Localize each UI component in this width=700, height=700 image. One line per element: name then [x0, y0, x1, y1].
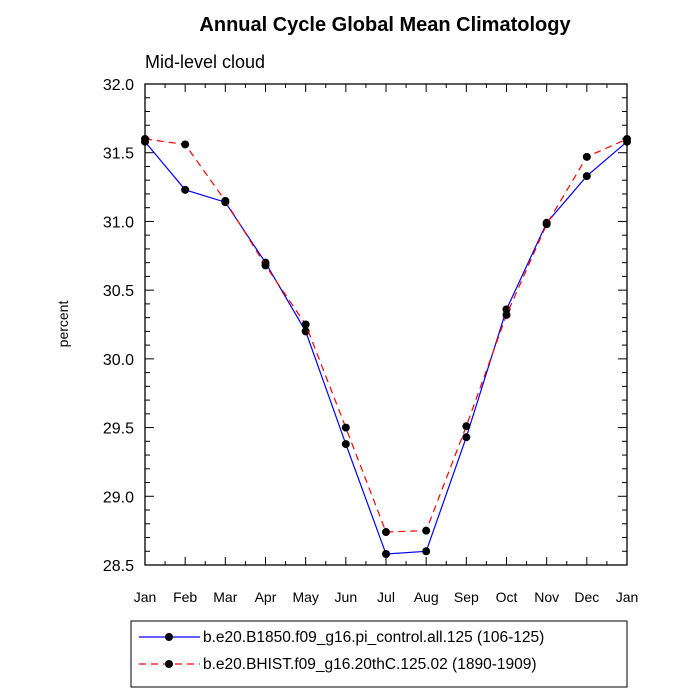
series-line-1 — [144, 141, 628, 555]
y-tick-label: 31.0 — [103, 214, 134, 231]
series-1-point — [301, 327, 310, 336]
x-tick-label: Jan — [616, 589, 639, 605]
chart-subtitle: Mid-level cloud — [145, 52, 265, 72]
series-1-point — [582, 172, 591, 181]
series-2-point — [221, 196, 230, 205]
legend-marker-1 — [165, 633, 173, 641]
x-tick-label: Sep — [454, 589, 479, 605]
series-2-point — [261, 261, 270, 270]
x-tick-label: Jul — [377, 589, 395, 605]
ticks-layer: Jan Feb Mar Apr May Jun Jul Aug Sep Oct Nov Dec Jan2… — [103, 77, 638, 605]
x-tick-label: Jan — [134, 589, 157, 605]
x-tick-label: May — [292, 589, 318, 605]
y-tick-label: 29.5 — [103, 421, 134, 438]
series-1-point — [382, 550, 390, 559]
series-layer — [141, 134, 631, 559]
series-2-point — [382, 528, 390, 537]
y-axis-label: percent — [55, 301, 71, 348]
legend-marker-2 — [165, 660, 173, 668]
y-tick-label: 28.5 — [103, 558, 134, 575]
x-tick-label: Jun — [335, 589, 358, 605]
series-2-point — [502, 310, 511, 319]
series-2-point — [623, 134, 631, 143]
chart-title: Annual Cycle Global Mean Climatology — [199, 14, 571, 36]
x-tick-label: Feb — [173, 589, 197, 605]
x-tick-label: Apr — [255, 589, 277, 605]
series-2-point — [582, 152, 591, 161]
x-tick-label: Nov — [534, 589, 559, 605]
series-2-point — [141, 134, 149, 143]
y-tick-label: 31.5 — [103, 146, 134, 163]
x-tick-label: Mar — [213, 589, 237, 605]
series-1-point — [422, 547, 431, 556]
series-1-point — [462, 433, 471, 442]
legend-box — [130, 620, 628, 688]
series-1-point — [502, 305, 511, 314]
series-2-point — [542, 220, 551, 229]
series-1-point — [341, 440, 350, 449]
series-line-2 — [144, 138, 628, 533]
y-tick-label: 29.0 — [103, 489, 134, 506]
y-tick-label: 30.0 — [103, 352, 134, 369]
legend: b.e20.B1850.f09_g16.pi_control.all.125 (… — [139, 629, 544, 673]
x-tick-label: Oct — [496, 589, 518, 605]
x-tick-label: Dec — [574, 589, 599, 605]
y-tick-label: 32.0 — [103, 77, 134, 94]
series-2-point — [301, 320, 310, 329]
y-tick-label: 30.5 — [103, 283, 134, 300]
legend-label-2: b.e20.BHIST.f09_g16.20thC.125.02 (1890-1… — [203, 656, 537, 673]
x-tick-label: Aug — [414, 589, 439, 605]
series-2-point — [181, 140, 190, 149]
series-2-point — [422, 526, 431, 535]
series-1-point — [181, 185, 190, 194]
series-2-point — [341, 423, 350, 432]
legend-label-1: b.e20.B1850.f09_g16.pi_control.all.125 (… — [203, 629, 544, 646]
plot-frame — [144, 83, 628, 566]
series-2-point — [462, 422, 471, 431]
